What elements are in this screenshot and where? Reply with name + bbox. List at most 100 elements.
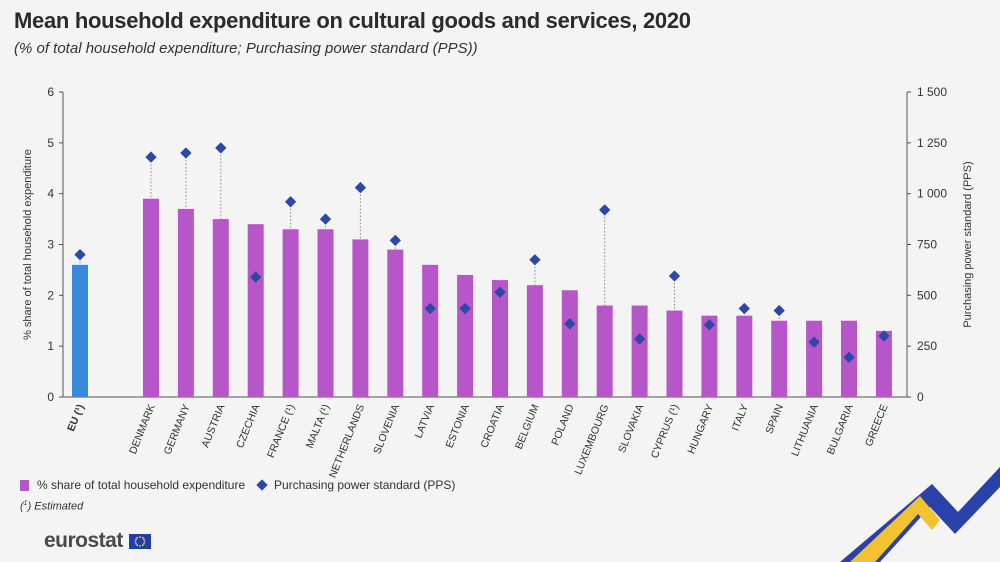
pps-diamond — [808, 336, 820, 348]
x-tick-label: SPAIN — [763, 403, 786, 436]
corner-decoration — [840, 467, 1000, 562]
y-tick-label-left: 1 — [47, 339, 54, 353]
pps-diamond — [180, 147, 192, 159]
pps-diamond — [738, 302, 750, 315]
x-tick-label: MALTA (¹) — [304, 403, 332, 450]
bar — [422, 264, 439, 397]
pps-diamond — [354, 181, 367, 194]
y-tick-label-right: 1 000 — [917, 187, 947, 201]
bar — [72, 264, 88, 397]
bar — [526, 285, 543, 397]
pps-diamond — [703, 319, 716, 331]
bar — [457, 275, 474, 397]
pps-diamond — [564, 318, 576, 330]
pps-diamond — [773, 304, 785, 317]
pps-diamond — [319, 213, 332, 225]
pps-diamond — [494, 286, 506, 298]
eu-flag-icon — [128, 533, 151, 549]
pps-diamond — [145, 151, 157, 163]
bar — [387, 249, 404, 397]
y-tick-label-left: 0 — [47, 390, 54, 404]
bar — [282, 229, 299, 397]
x-tick-label: SLOVAKIA — [616, 403, 646, 455]
legend-swatch-bar — [20, 479, 29, 491]
chart-subtitle: (% of total household expenditure; Purch… — [14, 40, 478, 57]
logo-text: eurostat — [44, 529, 123, 552]
chart-title: Mean household expenditure on cultural g… — [14, 8, 691, 33]
x-tick-label: ITALY — [730, 403, 751, 433]
bar — [771, 320, 788, 397]
pps-diamond — [215, 142, 227, 154]
y-tick-label-right: 0 — [917, 390, 924, 404]
pps-diamond — [529, 254, 541, 266]
x-tick-label: AUSTRIA — [199, 403, 227, 450]
x-tick-label: ESTONIA — [444, 403, 472, 450]
x-tick-label: CROATIA — [478, 403, 506, 450]
bar — [596, 305, 613, 397]
x-tick-label: GERMANY — [162, 403, 193, 457]
x-tick-label: EU (¹) — [65, 403, 87, 433]
bar — [561, 290, 578, 397]
bar — [631, 305, 648, 397]
y-tick-label-right: 1 250 — [917, 136, 947, 150]
y-tick-label-right: 750 — [917, 238, 937, 252]
x-tick-label: GREECE — [863, 403, 891, 449]
y-tick-label-left: 5 — [47, 136, 54, 150]
x-tick-label: NETHERLANDS — [327, 403, 367, 480]
bar — [212, 219, 229, 397]
pps-diamond — [633, 333, 646, 345]
legend-swatch-diamond — [256, 479, 268, 491]
x-tick-label: LITHUANIA — [789, 403, 821, 458]
footnote-text: Estimated — [31, 500, 84, 513]
bar — [736, 315, 753, 397]
legend-label-pps: Purchasing power standard (PPS) — [274, 478, 456, 492]
y-tick-label-right: 1 500 — [917, 85, 947, 99]
x-tick-label: LUXEMBOURG — [572, 403, 611, 477]
y-tick-label-left: 4 — [47, 187, 54, 201]
x-tick-label: BULGARIA — [825, 403, 856, 457]
bar — [317, 229, 334, 397]
y-axis-label-right: Purchasing power standard (PPS) — [962, 161, 974, 327]
pps-diamond — [843, 351, 855, 364]
y-tick-label-right: 500 — [917, 288, 937, 302]
y-axis-label-left: % share of total household expenditure — [22, 149, 34, 340]
bar — [177, 208, 194, 397]
x-tick-label: POLAND — [549, 402, 576, 447]
legend-item-pps: Purchasing power standard (PPS) — [256, 478, 456, 492]
pps-diamond — [599, 204, 611, 216]
x-tick-label: CYPRUS (¹) — [649, 403, 682, 461]
pps-diamond — [74, 249, 86, 261]
bar — [143, 198, 159, 397]
y-tick-label-left: 2 — [47, 288, 54, 302]
bar — [666, 310, 683, 397]
pps-diamond — [424, 302, 436, 315]
x-tick-label: SLOVENIA — [371, 403, 402, 456]
footnote-paren: ( — [20, 500, 24, 513]
pps-diamond — [389, 234, 401, 247]
bar — [352, 239, 369, 397]
bar — [492, 280, 508, 397]
legend-label-share: % share of total household expenditure — [37, 478, 246, 492]
legend-item-share: % share of total household expenditure — [20, 478, 245, 492]
pps-diamond — [250, 271, 262, 283]
x-tick-label: CZECHIA — [234, 403, 262, 450]
bar — [247, 224, 264, 397]
bar — [701, 315, 718, 397]
bar — [806, 320, 823, 397]
eurostat-logo: eurostat — [44, 529, 151, 553]
footnote-mark: 1 — [23, 500, 28, 507]
y-tick-label-right: 250 — [917, 339, 937, 353]
y-tick-label-left: 3 — [47, 238, 54, 252]
x-tick-label: LATVIA — [413, 403, 437, 440]
footnote-paren: ) — [27, 500, 32, 513]
pps-diamond — [284, 196, 297, 208]
x-tick-label: BELGIUM — [513, 403, 542, 451]
y-tick-label-left: 6 — [47, 85, 54, 99]
pps-diamond — [459, 302, 471, 315]
x-tick-label: DENMARK — [127, 403, 158, 456]
pps-diamond — [668, 270, 681, 282]
x-tick-label: FRANCE (¹) — [265, 403, 297, 460]
footnote: (1) Estimated — [20, 500, 83, 513]
x-tick-label: HUNGARY — [685, 403, 716, 456]
